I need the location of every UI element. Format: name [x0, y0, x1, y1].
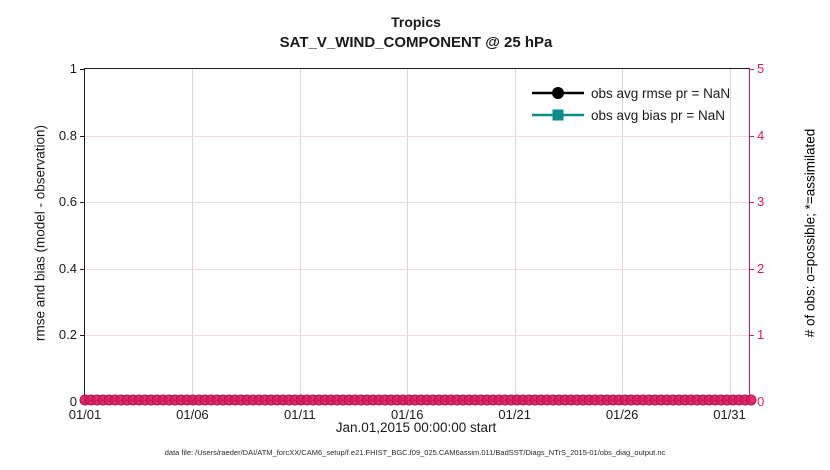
bias-line-square-marker-icon — [532, 109, 584, 121]
y-tick-mark-left — [80, 69, 85, 70]
x-tick-label: 01/31 — [713, 407, 746, 422]
y-gridline — [85, 335, 749, 337]
title-variable: SAT_V_WIND_COMPONENT @ 25 hPa — [279, 34, 553, 51]
x-gridline — [622, 69, 624, 400]
y-tick-label-left: 0.4 — [58, 260, 77, 276]
y-tick-label-right: 2 — [757, 260, 765, 276]
y-tick-label-right: 1 — [757, 327, 765, 343]
y-tick-mark-left — [80, 202, 85, 204]
x-tick-label: 01/21 — [498, 407, 531, 422]
chart-title: Tropics SAT_V_WIND_COMPONENT @ 25 hPa — [84, 12, 748, 53]
x-gridline — [514, 69, 516, 400]
y-tick-label-left: 0.8 — [58, 127, 77, 143]
rmse-line-circle-marker-icon — [532, 87, 584, 99]
y-tick-label-left: 0 — [69, 394, 77, 409]
y-tick-mark-left — [80, 335, 85, 337]
y-tick-label-right: 3 — [757, 194, 765, 210]
legend-item-bias: obs avg bias pr = NaN — [532, 104, 730, 126]
y-tick-label-left: 0.6 — [58, 194, 77, 210]
y-tick-mark-left — [80, 268, 85, 270]
y-tick-mark-left — [80, 135, 85, 137]
y-tick-label-left: 1 — [69, 61, 77, 76]
y-tick-label-right: 0 — [757, 394, 765, 409]
y-tick-label-right: 5 — [757, 61, 765, 76]
x-gridline — [192, 69, 194, 400]
y-gridline — [85, 268, 749, 270]
x-tick-label: 01/11 — [284, 407, 316, 422]
plot-area: obs avg rmse pr = NaN obs avg bias pr = … — [59, 61, 764, 422]
legend-label-bias: obs avg bias pr = NaN — [591, 107, 725, 123]
x-gridline — [299, 69, 301, 400]
y-axis-label-left: rmse and bias (model - observation) — [32, 124, 48, 342]
y-tick-mark-right — [749, 268, 754, 270]
data-file-footer: data file: /Users/raeder/DAI/ATM_forcXX/… — [164, 448, 666, 457]
obs-count-zero-marker-band — [79, 394, 757, 406]
x-tick-label: 01/06 — [176, 407, 209, 422]
x-tick-label: 01/01 — [68, 407, 102, 422]
x-tick-label: 01/16 — [390, 407, 424, 422]
legend-item-rmse: obs avg rmse pr = NaN — [532, 82, 730, 104]
legend: obs avg rmse pr = NaN obs avg bias pr = … — [532, 82, 730, 126]
y-tick-mark-right — [749, 69, 754, 70]
y-gridline — [85, 202, 749, 204]
y-gridline — [85, 135, 749, 137]
x-gridline — [729, 69, 731, 400]
y-tick-mark-right — [749, 202, 754, 204]
x-axis-label: Jan.01,2015 00:00:00 start — [335, 420, 497, 435]
legend-label-rmse: obs avg rmse pr = NaN — [591, 85, 731, 101]
title-region: Tropics — [391, 14, 441, 30]
x-tick-label: 01/26 — [605, 407, 639, 422]
y-tick-mark-right — [749, 135, 754, 137]
y-axis-label-right: # of obs: o=possible; *=assimilated — [802, 128, 818, 338]
x-gridline — [407, 69, 409, 400]
y-tick-label-right: 4 — [757, 127, 765, 143]
y-tick-label-left: 0.2 — [58, 327, 77, 343]
y-tick-mark-right — [749, 335, 754, 337]
